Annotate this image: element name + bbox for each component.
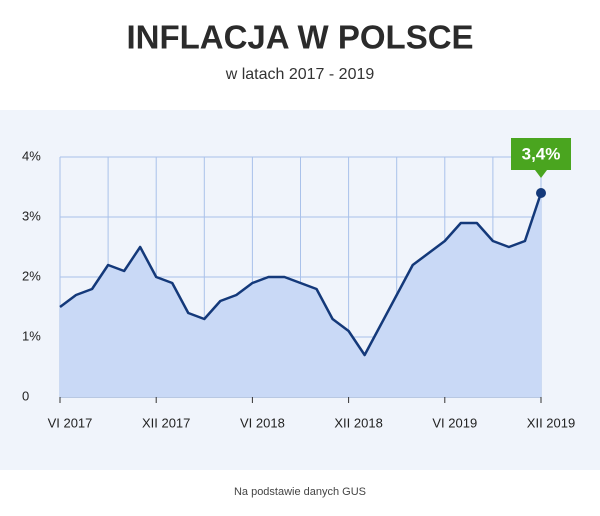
- point: [536, 188, 546, 198]
- x-tick-label: XII 2019: [527, 415, 575, 430]
- y-tick-label: 1%: [22, 328, 41, 343]
- source-note: Na podstawie danych GUS: [234, 486, 366, 498]
- y-tick-label: 2%: [22, 268, 41, 283]
- x-tick-label: VI 2019: [432, 415, 477, 430]
- x-tick-label: VI 2017: [48, 415, 93, 430]
- line: [59, 192, 543, 357]
- y-tick-label: 4%: [22, 148, 41, 163]
- y-tick-label: 0: [22, 388, 29, 403]
- y-tick-label: 3%: [22, 208, 41, 223]
- value-label: 3,4%: [522, 144, 561, 163]
- x-tick-label: XII 2018: [334, 415, 382, 430]
- area-fill: [60, 193, 541, 397]
- chart-title: INFLACJA W POLSCE: [126, 19, 473, 56]
- x-tick-label: VI 2018: [240, 415, 285, 430]
- label-badge: [511, 138, 571, 178]
- chart-subtitle: w latach 2017 - 2019: [225, 66, 375, 83]
- x-tick-label: XII 2017: [142, 415, 190, 430]
